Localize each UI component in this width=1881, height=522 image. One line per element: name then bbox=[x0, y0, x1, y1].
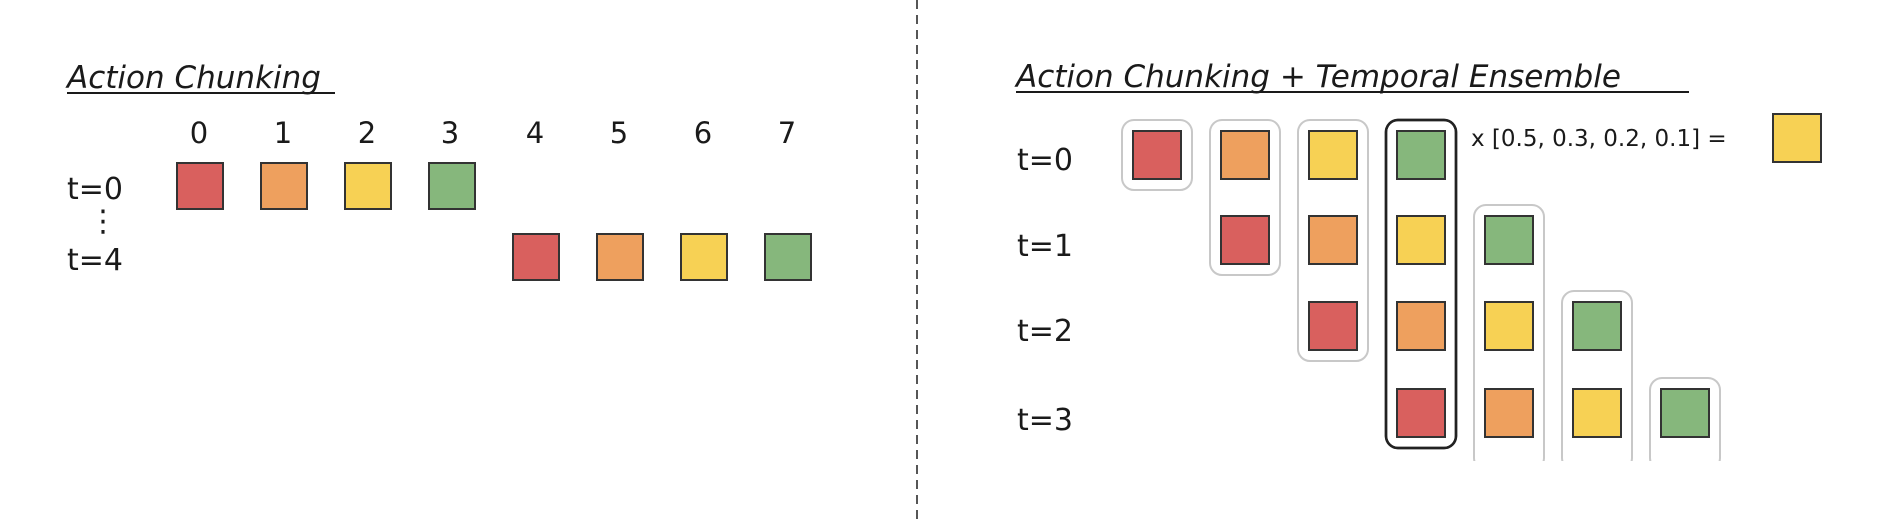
left-action-square-t0-yellow bbox=[344, 162, 392, 210]
right-panel: Action Chunking + Temporal Ensemble t=0 … bbox=[1014, 59, 1822, 522]
left-row-label-t0: t=0 bbox=[67, 172, 123, 207]
right-row-label-t0: t=0 bbox=[1017, 143, 1073, 178]
index-label-1: 1 bbox=[274, 116, 292, 150]
left-action-square-t0-orange bbox=[260, 162, 308, 210]
right-action-square-t1-green bbox=[1484, 215, 1534, 265]
result-holder bbox=[1772, 113, 1822, 163]
right-row-label-t2: t=2 bbox=[1017, 314, 1073, 349]
right-row-label-t1: t=1 bbox=[1017, 229, 1073, 264]
right-action-square-t2-yellow bbox=[1484, 301, 1534, 351]
index-label-5: 5 bbox=[610, 116, 628, 150]
right-action-square-t3-orange bbox=[1484, 388, 1534, 438]
ensemble-column-highlight-top bbox=[1384, 118, 1458, 450]
left-panel-title: Action Chunking bbox=[65, 60, 321, 96]
ensemble-result-square bbox=[1772, 113, 1822, 163]
column-group-outline bbox=[1121, 119, 1193, 191]
right-action-square-t0-red bbox=[1132, 130, 1182, 180]
right-action-square-t3-yellow bbox=[1572, 388, 1622, 438]
left-action-square-t0-green bbox=[428, 162, 476, 210]
right-action-square-t2-red bbox=[1308, 301, 1358, 351]
left-panel: Action Chunking 0 1 2 3 4 5 6 7 t=0 ⋮ t=… bbox=[65, 60, 812, 281]
left-action-square-t4-orange bbox=[596, 233, 644, 281]
left-ellipsis: ⋮ bbox=[88, 204, 118, 239]
right-action-square-t3-red bbox=[1396, 388, 1446, 438]
right-group-outlines bbox=[1113, 118, 1769, 522]
left-action-square-t0-red bbox=[176, 162, 224, 210]
bottom-crop-mask bbox=[1113, 461, 1769, 522]
column-group-outline bbox=[1209, 119, 1281, 276]
right-panel-title: Action Chunking + Temporal Ensemble bbox=[1014, 59, 1621, 95]
right-action-square-t0-orange bbox=[1220, 130, 1270, 180]
right-row-label-t3: t=3 bbox=[1017, 403, 1073, 438]
left-index-row: 0 1 2 3 4 5 6 7 bbox=[190, 116, 796, 150]
right-action-square-t2-orange bbox=[1396, 301, 1446, 351]
left-action-square-t4-green bbox=[764, 233, 812, 281]
column-group-outline bbox=[1297, 119, 1369, 362]
index-label-0: 0 bbox=[190, 116, 208, 150]
right-action-square-t1-red bbox=[1220, 215, 1270, 265]
index-label-2: 2 bbox=[358, 116, 376, 150]
right-action-square-t1-orange bbox=[1308, 215, 1358, 265]
left-row-label-t4: t=4 bbox=[67, 243, 123, 278]
weights-formula: x [0.5, 0.3, 0.2, 0.1] = bbox=[1471, 126, 1727, 152]
index-label-6: 6 bbox=[694, 116, 712, 150]
index-label-3: 3 bbox=[441, 116, 459, 150]
left-squares bbox=[176, 162, 812, 281]
index-label-4: 4 bbox=[526, 116, 544, 150]
left-action-square-t4-yellow bbox=[680, 233, 728, 281]
right-action-square-t0-yellow bbox=[1308, 130, 1358, 180]
right-action-square-t1-yellow bbox=[1396, 215, 1446, 265]
right-action-square-t0-green bbox=[1396, 130, 1446, 180]
right-squares bbox=[1132, 130, 1710, 438]
left-action-square-t4-red bbox=[512, 233, 560, 281]
right-action-square-t3-green bbox=[1660, 388, 1710, 438]
right-action-square-t2-green bbox=[1572, 301, 1622, 351]
index-label-7: 7 bbox=[778, 116, 796, 150]
